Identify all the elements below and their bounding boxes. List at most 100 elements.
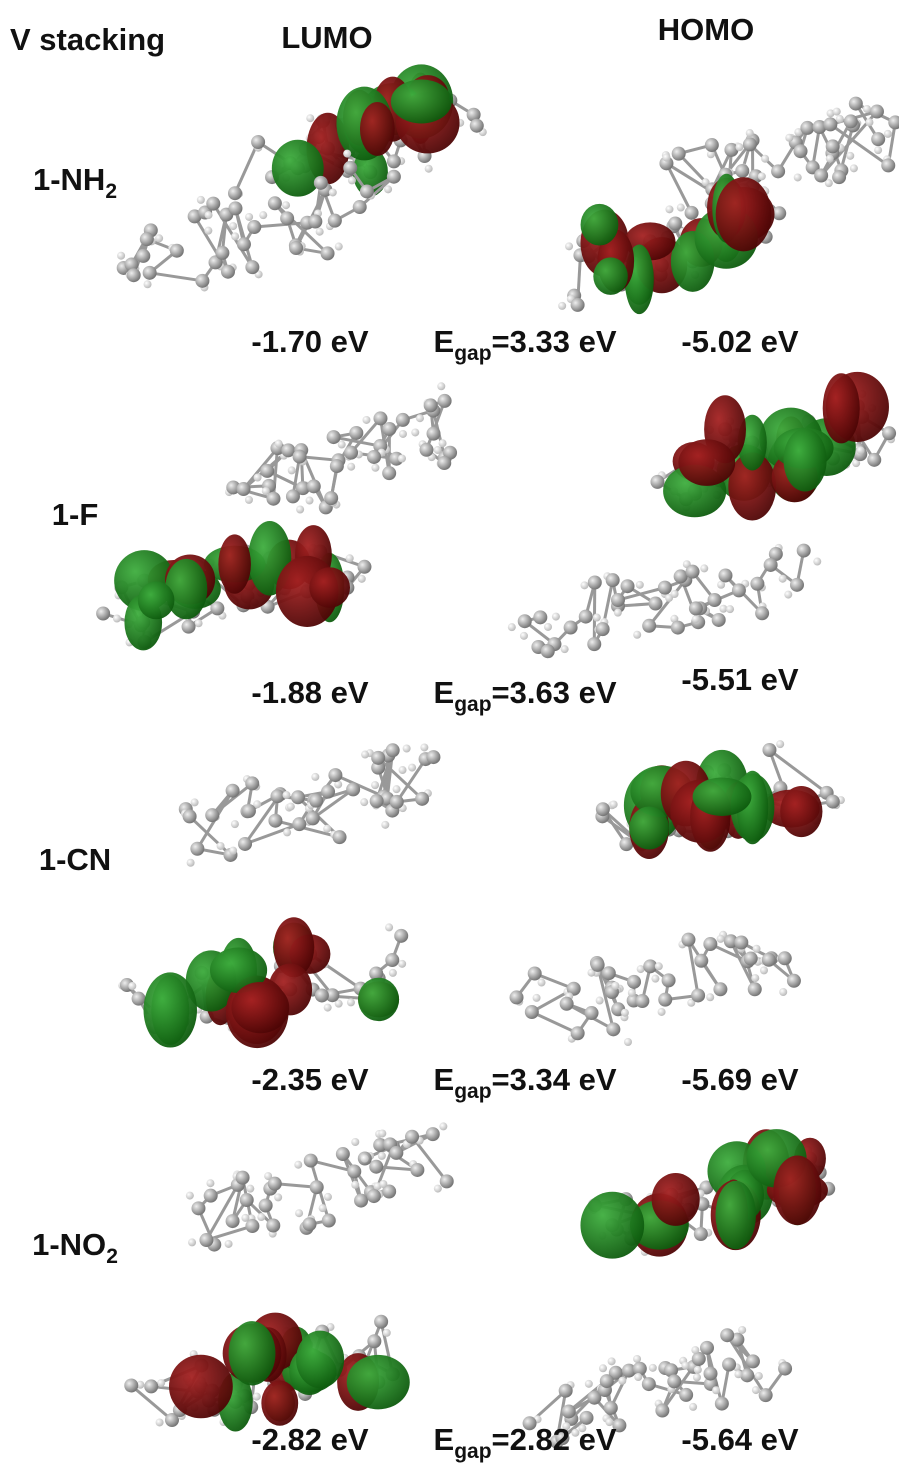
carbon-atom bbox=[142, 265, 157, 280]
carbon-atom bbox=[524, 1004, 539, 1019]
row-label-main: 1-CN bbox=[39, 842, 111, 877]
carbon-atom bbox=[681, 932, 696, 947]
carbon-atom bbox=[823, 117, 838, 132]
hydrogen-atom bbox=[735, 143, 744, 152]
orbital-lobe bbox=[580, 203, 619, 246]
hydrogen-atom bbox=[347, 462, 356, 471]
carbon-atom bbox=[439, 1174, 454, 1189]
carbon-atom bbox=[642, 618, 657, 633]
hydrogen-atom bbox=[835, 114, 844, 123]
row-label-main: 1-NO bbox=[32, 1227, 106, 1262]
hydrogen-atom bbox=[611, 981, 620, 990]
hydrogen-atom bbox=[371, 463, 380, 472]
hydrogen-atom bbox=[245, 212, 254, 221]
hydrogen-atom bbox=[751, 1386, 760, 1395]
bond bbox=[311, 788, 355, 820]
carbon-atom bbox=[825, 794, 840, 809]
orbital-lobe bbox=[678, 439, 736, 486]
hydrogen-atom bbox=[654, 962, 663, 971]
hydrogen-atom bbox=[117, 251, 126, 260]
carbon-atom bbox=[703, 937, 718, 952]
hydrogen-atom bbox=[613, 608, 622, 617]
hydrogen-atom bbox=[294, 1160, 303, 1169]
molecule-fragment bbox=[225, 382, 458, 515]
hydrogen-atom bbox=[824, 179, 833, 188]
bond bbox=[686, 939, 700, 996]
carbon-atom bbox=[367, 1334, 382, 1349]
energy-gap-value: =2.82 eV bbox=[492, 1422, 617, 1457]
carbon-atom bbox=[605, 573, 620, 588]
hydrogen-atom bbox=[282, 201, 291, 210]
orbital-lobe bbox=[629, 806, 670, 850]
carbon-atom bbox=[540, 644, 555, 659]
carbon-atom bbox=[344, 445, 359, 460]
orbital-lobe bbox=[358, 977, 400, 1022]
carbon-atom bbox=[714, 1396, 729, 1411]
hydrogen-atom bbox=[351, 1138, 360, 1147]
hydrogen-atom bbox=[595, 996, 604, 1005]
hydrogen-atom bbox=[681, 1361, 690, 1370]
lumo-energy: -1.88 eV bbox=[251, 675, 369, 710]
hydrogen-atom bbox=[665, 205, 674, 214]
carbon-atom bbox=[635, 994, 650, 1009]
carbon-atom bbox=[292, 817, 307, 832]
carbon-atom bbox=[386, 154, 401, 169]
carbon-atom bbox=[786, 973, 801, 988]
carbon-atom bbox=[763, 557, 778, 572]
hydrogen-atom bbox=[657, 1007, 666, 1016]
hydrogen-atom bbox=[651, 974, 660, 983]
hydrogen-atom bbox=[627, 988, 636, 997]
carbon-atom bbox=[740, 1368, 755, 1383]
hydrogen-atom bbox=[687, 998, 696, 1007]
hydrogen-atom bbox=[274, 1193, 283, 1202]
carbon-atom bbox=[389, 794, 404, 809]
bond bbox=[233, 141, 260, 194]
carbon-atom bbox=[220, 264, 235, 279]
carbon-atom bbox=[419, 442, 434, 457]
carbon-atom bbox=[772, 206, 787, 221]
carbon-atom bbox=[382, 1184, 397, 1199]
carbon-atom bbox=[603, 1400, 618, 1415]
molecule-fragment bbox=[509, 930, 801, 1046]
carbon-atom bbox=[587, 1390, 602, 1405]
hydrogen-atom bbox=[691, 1346, 700, 1355]
carbon-atom bbox=[777, 951, 792, 966]
hydrogen-atom bbox=[204, 211, 213, 220]
hydrogen-atom bbox=[587, 968, 596, 977]
carbon-atom bbox=[346, 782, 361, 797]
hydrogen-atom bbox=[357, 574, 366, 583]
orbital-lobe bbox=[273, 917, 315, 978]
hydrogen-atom bbox=[206, 1179, 215, 1188]
molecule-fragment bbox=[595, 740, 845, 860]
carbon-atom bbox=[517, 614, 532, 629]
hydrogen-atom bbox=[862, 104, 871, 113]
orbital-lobe bbox=[783, 428, 827, 492]
hydrogen-atom bbox=[689, 1402, 698, 1411]
carbon-atom bbox=[347, 1164, 362, 1179]
bond bbox=[274, 1182, 317, 1189]
hydrogen-atom bbox=[388, 968, 397, 977]
molecule-fragment bbox=[116, 149, 401, 292]
hydrogen-atom bbox=[415, 414, 424, 423]
hydrogen-atom bbox=[439, 1122, 448, 1131]
carbon-atom bbox=[643, 959, 658, 974]
carbon-atom bbox=[800, 120, 815, 135]
carbon-atom bbox=[181, 619, 196, 634]
carbon-atom bbox=[670, 620, 685, 635]
carbon-atom bbox=[608, 1365, 623, 1380]
hydrogen-atom bbox=[633, 1354, 642, 1363]
hydrogen-atom bbox=[537, 978, 546, 987]
hydrogen-atom bbox=[565, 242, 574, 251]
carbon-atom bbox=[735, 163, 750, 178]
carbon-atom bbox=[559, 996, 574, 1011]
bond bbox=[333, 435, 381, 448]
bond bbox=[425, 400, 447, 451]
bond bbox=[768, 748, 828, 795]
carbon-atom bbox=[843, 114, 858, 129]
hydrogen-atom bbox=[832, 107, 841, 116]
carbon-atom bbox=[762, 743, 777, 758]
hydrogen-atom bbox=[670, 589, 679, 598]
carbon-atom bbox=[570, 1026, 585, 1041]
carbon-atom bbox=[632, 1361, 647, 1376]
carbon-atom bbox=[796, 543, 811, 558]
